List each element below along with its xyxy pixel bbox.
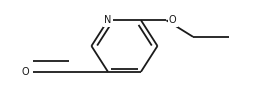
Text: O: O [22, 67, 29, 77]
Text: N: N [104, 15, 112, 25]
Text: O: O [169, 15, 177, 25]
